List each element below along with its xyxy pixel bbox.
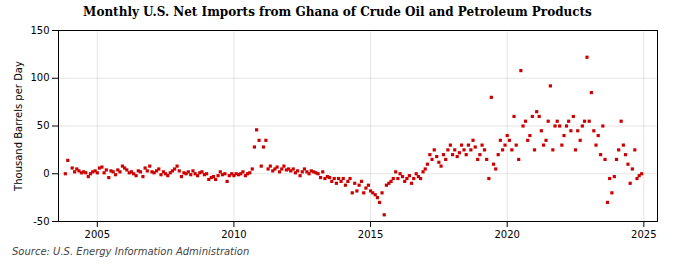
svg-text:2010: 2010 (221, 229, 246, 240)
svg-text:2025: 2025 (631, 229, 656, 240)
svg-text:2020: 2020 (494, 229, 519, 240)
svg-text:2005: 2005 (85, 229, 110, 240)
svg-text:2015: 2015 (358, 229, 383, 240)
svg-text:-50: -50 (33, 216, 49, 227)
html-text:Monthly U.S. Net Imports from: Monthly U.S. Net Imports from Ghana of C… (83, 5, 592, 19)
svg-text:50: 50 (37, 120, 50, 131)
html-text:Source: U.S. Energy Informatio: Source: U.S. Energy Information Administ… (12, 246, 250, 257)
svg-text:150: 150 (30, 25, 49, 36)
svg-text:100: 100 (30, 72, 49, 83)
svg-text:0: 0 (43, 168, 49, 179)
svg-text:Thousand Barrels per Day: Thousand Barrels per Day (13, 61, 24, 192)
